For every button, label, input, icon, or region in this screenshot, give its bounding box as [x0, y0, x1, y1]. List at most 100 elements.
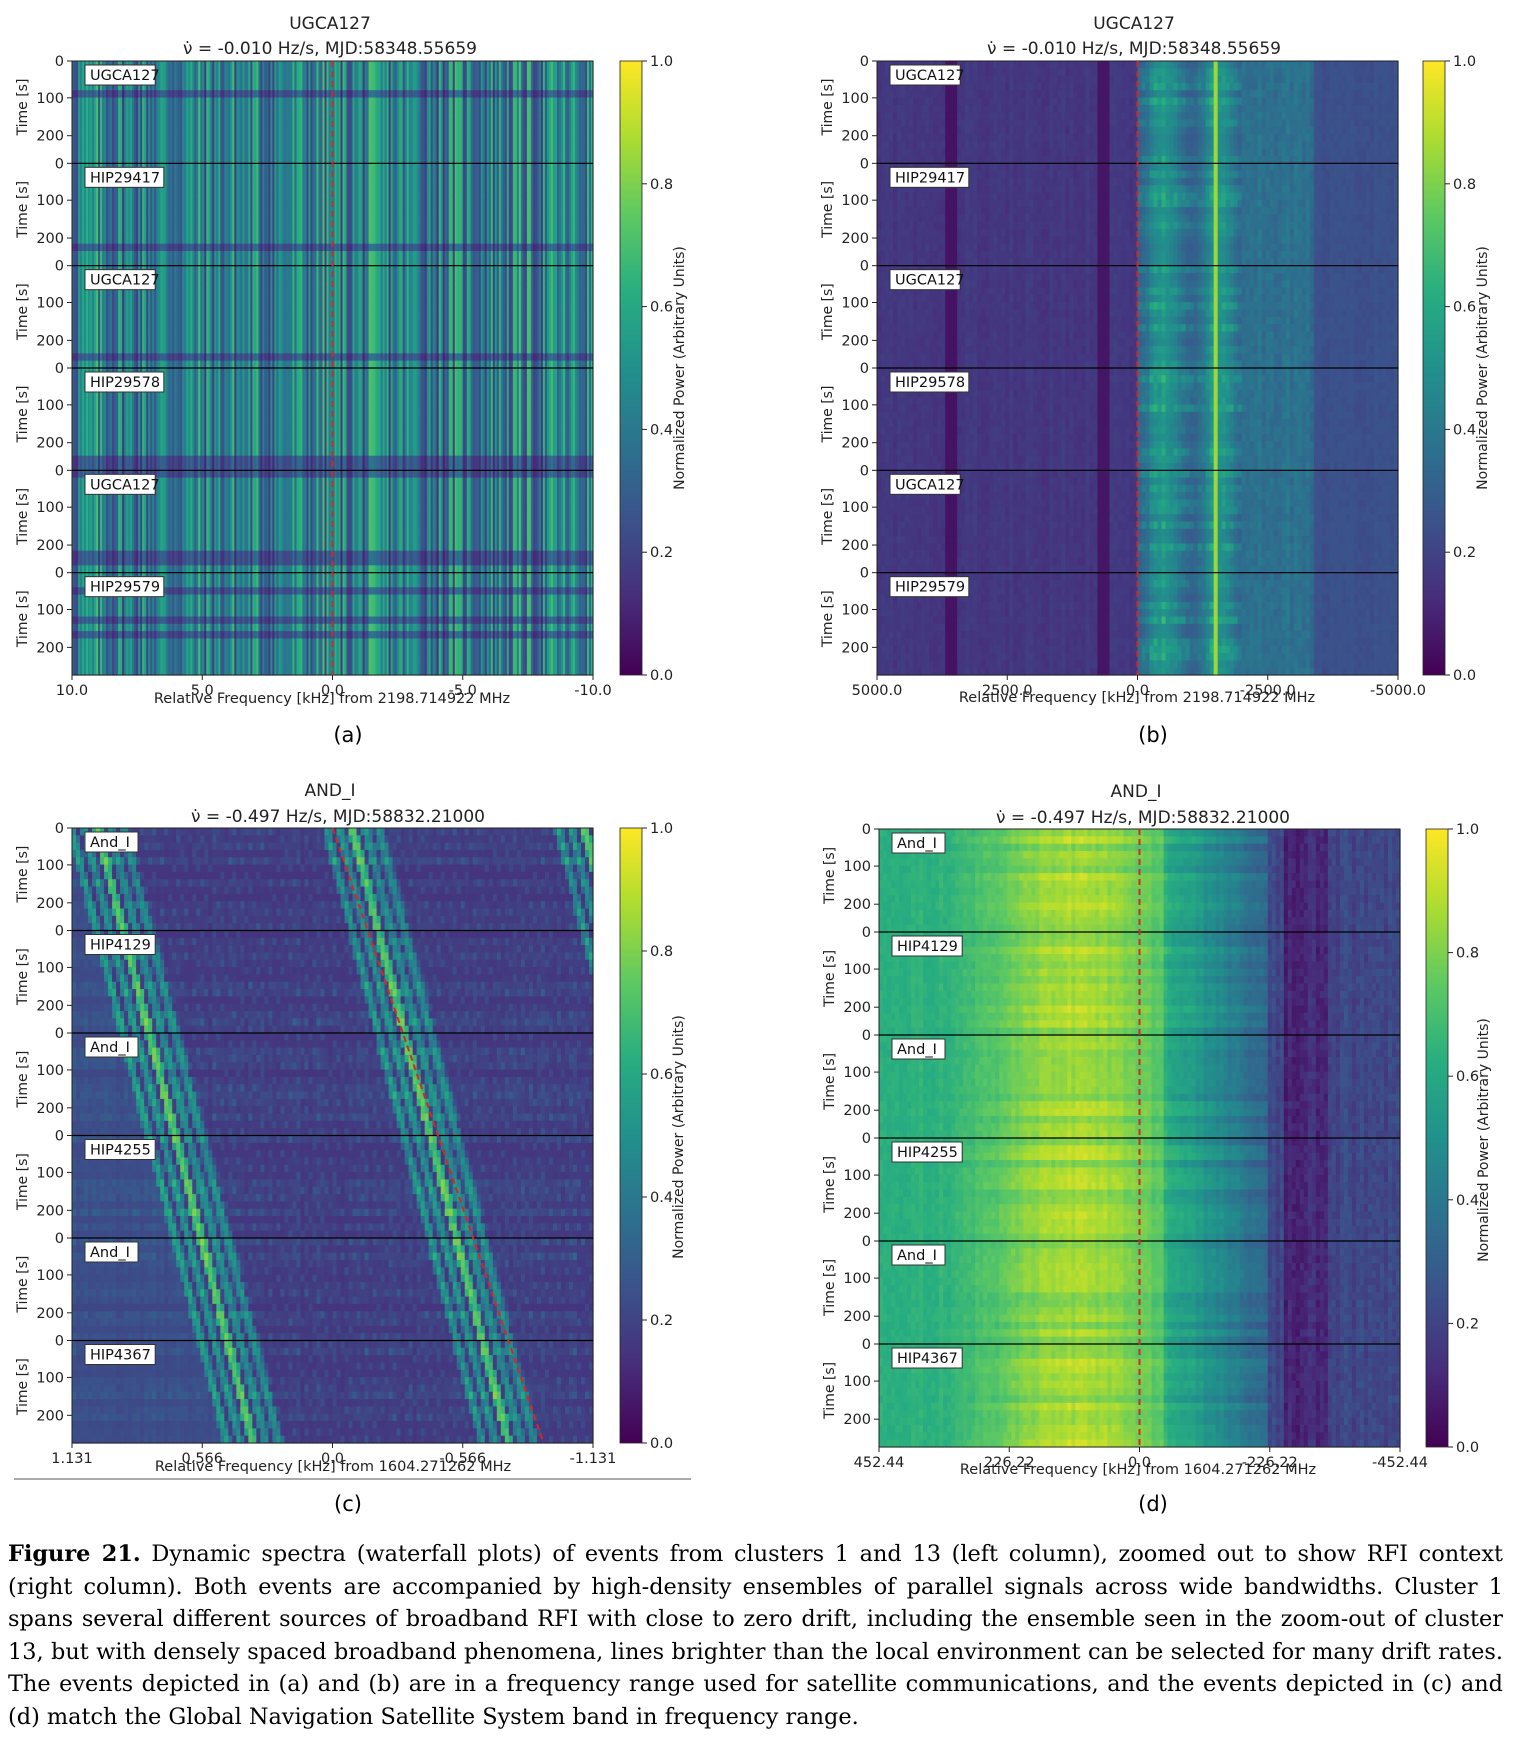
x-axis-label: Relative Frequency [kHz] from 1604.27126…: [960, 1462, 1316, 1478]
colorbar-tick-label: 0.8: [1456, 946, 1479, 962]
y-tick-label: 100: [36, 858, 64, 874]
colorbar: 0.00.20.40.60.81.0 Normalized Power (Arb…: [620, 54, 688, 684]
x-tick-label: -5000.0: [1370, 683, 1426, 699]
x-axis-label: Relative Frequency [kHz] from 2198.71492…: [959, 690, 1315, 706]
y-axis-label: Time [s]: [15, 181, 31, 239]
source-label: HIP29417: [90, 170, 160, 186]
source-label: And_I: [90, 1040, 130, 1056]
colorbar-tick-label: 0.2: [650, 545, 673, 561]
y-tick-label: 100: [36, 193, 64, 209]
y-tick-label: 200: [843, 1412, 871, 1428]
panel-subtitle: ν̇ = -0.010 Hz/s, MJD:58348.55659: [183, 39, 477, 59]
colorbar: 0.00.20.40.60.81.0 Normalized Power (Arb…: [620, 821, 687, 1452]
x-axis-label: Relative Frequency [kHz] from 2198.71492…: [154, 691, 510, 707]
y-tick-label: 0: [55, 54, 64, 70]
y-tick-label: 200: [843, 1309, 871, 1325]
source-label: UGCA127: [90, 477, 160, 493]
y-axis-label: Time [s]: [15, 846, 31, 904]
y-tick-label: 200: [36, 1101, 64, 1117]
y-axis-label: Time [s]: [822, 1259, 838, 1317]
y-tick-label: 200: [36, 333, 64, 349]
source-label: UGCA127: [895, 477, 965, 493]
y-axis-label: Time [s]: [822, 950, 838, 1008]
y-tick-label: 0: [862, 1337, 871, 1353]
y-axis-label: Time [s]: [820, 590, 836, 648]
source-label: HIP29579: [90, 580, 160, 596]
y-tick-label: 200: [36, 640, 64, 656]
y-tick-label: 200: [36, 436, 64, 452]
y-tick-label: 200: [841, 538, 869, 554]
y-axis-label: Time [s]: [15, 948, 31, 1006]
y-tick-label: 200: [36, 896, 64, 912]
y-tick-label: 200: [36, 1203, 64, 1219]
colorbar-tick-label: 0.2: [1453, 545, 1476, 561]
colorbar: 0.00.20.40.60.81.0 Normalized Power (Arb…: [1426, 822, 1492, 1456]
panel-subtitle: ν̇ = -0.010 Hz/s, MJD:58348.55659: [987, 39, 1281, 59]
y-tick-label: 0: [55, 924, 64, 940]
x-tick-label: 5000.0: [852, 683, 903, 699]
panel-b: UGCA127 ν̇ = -0.010 Hz/s, MJD:58348.5565…: [820, 14, 1491, 747]
source-label: UGCA127: [895, 273, 965, 289]
y-tick-label: 200: [843, 1206, 871, 1222]
x-tick-label: 10.0: [56, 683, 88, 699]
x-tick-label: -10.0: [574, 683, 612, 699]
y-tick-label: 200: [841, 231, 869, 247]
y-tick-label: 100: [843, 962, 871, 978]
source-label: And_I: [90, 835, 130, 851]
y-tick-label: 200: [36, 1306, 64, 1322]
colorbar-tick-label: 0.2: [650, 1313, 673, 1329]
y-tick-label: 0: [862, 1028, 871, 1044]
colorbar-tick-label: 0.2: [1456, 1316, 1479, 1332]
source-label: HIP4255: [897, 1145, 958, 1161]
colorbar-label: Normalized Power (Arbitrary Units): [671, 1015, 687, 1259]
y-tick-label: 100: [36, 1370, 64, 1386]
x-tick-label: -452.44: [1372, 1455, 1428, 1471]
colorbar-tick-label: 0.0: [650, 668, 673, 684]
y-tick-label: 100: [841, 91, 869, 107]
panel-a: UGCA127 ν̇ = -0.010 Hz/s, MJD:58348.5565…: [15, 14, 688, 747]
figure-21: UGCA127 ν̇ = -0.010 Hz/s, MJD:58348.5565…: [0, 0, 1528, 1530]
figure-caption: Figure 21. Dynamic spectra (waterfall pl…: [8, 1538, 1503, 1733]
source-label: And_I: [897, 836, 937, 852]
y-tick-label: 0: [55, 361, 64, 377]
caption-label: Figure 21.: [8, 1541, 141, 1567]
panel-title: UGCA127: [1093, 14, 1175, 34]
colorbar-label: Normalized Power (Arbitrary Units): [1475, 246, 1491, 490]
source-label: HIP4367: [897, 1351, 958, 1367]
colorbar-tick-label: 0.8: [650, 177, 673, 193]
y-tick-label: 100: [36, 296, 64, 312]
source-label: HIP29578: [895, 375, 965, 391]
colorbar-tick-label: 0.8: [650, 944, 673, 960]
colorbar-tick-label: 0.8: [1453, 177, 1476, 193]
y-tick-label: 100: [843, 859, 871, 875]
y-tick-label: 0: [55, 821, 64, 837]
y-tick-label: 200: [841, 436, 869, 452]
waterfall-plot: 0 100 200 Time [s] UGCA127 0 100 200 Time [s] HIP…: [15, 54, 612, 699]
y-tick-label: 100: [841, 603, 869, 619]
y-tick-label: 200: [843, 1103, 871, 1119]
y-tick-label: 0: [862, 822, 871, 838]
colorbar-tick-label: 1.0: [650, 54, 673, 70]
y-tick-label: 100: [843, 1168, 871, 1184]
y-tick-label: 200: [36, 231, 64, 247]
y-tick-label: 100: [36, 603, 64, 619]
y-tick-label: 0: [862, 925, 871, 941]
y-tick-label: 100: [843, 1065, 871, 1081]
source-label: HIP4255: [90, 1143, 151, 1159]
y-tick-label: 0: [55, 259, 64, 275]
y-tick-label: 100: [36, 1268, 64, 1284]
y-tick-label: 200: [36, 998, 64, 1014]
colorbar-tick-label: 0.6: [650, 300, 673, 316]
source-label: HIP4367: [90, 1348, 151, 1364]
y-tick-label: 100: [36, 1165, 64, 1181]
source-label: HIP29579: [895, 580, 965, 596]
y-tick-label: 100: [841, 398, 869, 414]
y-tick-label: 0: [860, 361, 869, 377]
y-tick-label: 200: [843, 1000, 871, 1016]
y-axis-label: Time [s]: [15, 79, 31, 137]
y-tick-label: 0: [860, 156, 869, 172]
y-axis-label: Time [s]: [822, 1362, 838, 1420]
